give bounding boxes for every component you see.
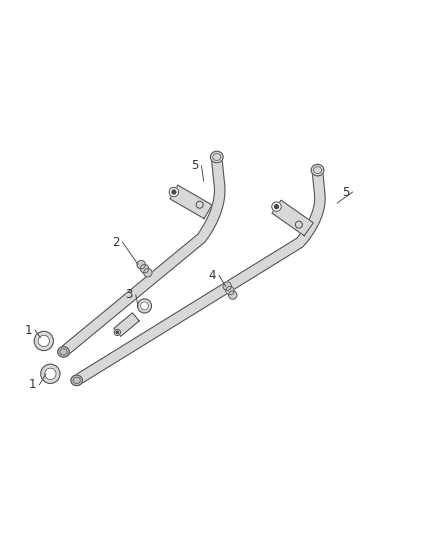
- Circle shape: [140, 264, 149, 273]
- Polygon shape: [170, 185, 212, 219]
- Circle shape: [196, 201, 203, 208]
- Circle shape: [169, 187, 179, 197]
- Circle shape: [295, 221, 302, 228]
- Circle shape: [138, 299, 152, 313]
- Polygon shape: [272, 200, 313, 236]
- Circle shape: [172, 190, 176, 194]
- Circle shape: [226, 286, 234, 295]
- Circle shape: [41, 364, 60, 383]
- Text: 1: 1: [25, 324, 32, 336]
- Circle shape: [45, 368, 56, 379]
- Ellipse shape: [71, 375, 82, 386]
- Circle shape: [275, 205, 279, 208]
- Polygon shape: [74, 172, 325, 385]
- Polygon shape: [60, 159, 225, 356]
- Circle shape: [229, 291, 237, 299]
- Circle shape: [272, 202, 281, 212]
- Text: 2: 2: [112, 236, 120, 249]
- Text: 1: 1: [29, 378, 37, 391]
- Circle shape: [144, 269, 152, 277]
- Circle shape: [116, 331, 119, 334]
- Text: 4: 4: [208, 269, 216, 282]
- Text: 5: 5: [191, 159, 198, 172]
- Circle shape: [38, 335, 49, 346]
- Circle shape: [34, 332, 53, 351]
- Polygon shape: [114, 313, 139, 336]
- Text: 3: 3: [126, 288, 133, 302]
- Ellipse shape: [210, 151, 223, 163]
- Circle shape: [137, 261, 145, 269]
- Circle shape: [223, 282, 231, 290]
- Text: 5: 5: [343, 185, 350, 198]
- Circle shape: [114, 329, 120, 335]
- Ellipse shape: [311, 164, 324, 176]
- Circle shape: [141, 302, 148, 310]
- Ellipse shape: [58, 346, 69, 357]
